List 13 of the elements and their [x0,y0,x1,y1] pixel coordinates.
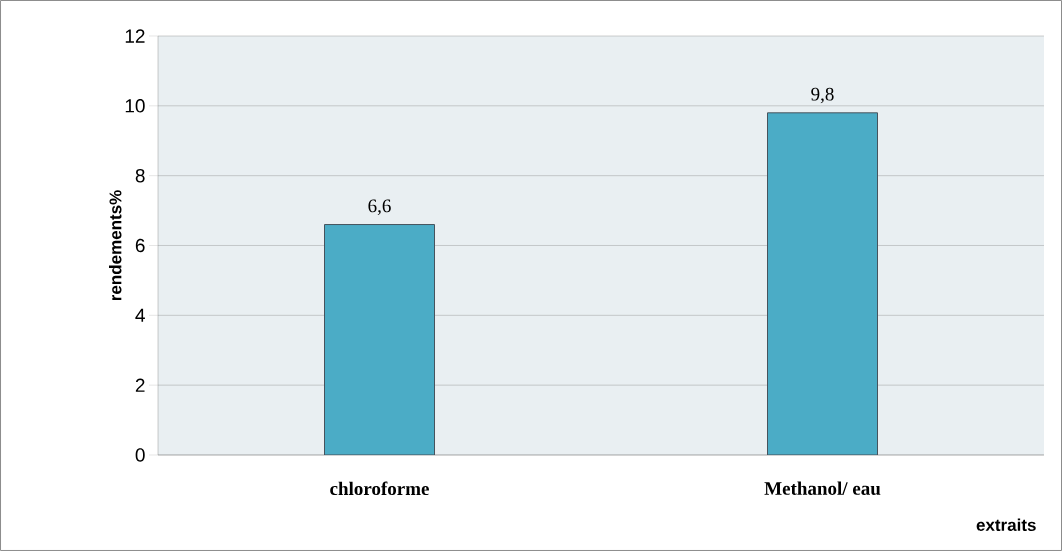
y-tick-label: 4 [135,308,145,322]
x-axis-title: extraits [976,518,1036,532]
y-tick-label: 0 [135,448,145,462]
y-tick-label: 10 [125,99,145,113]
x-tick-label: Methanol/ eau [764,481,881,495]
x-tick-label: chloroforme [330,481,429,496]
y-tick-label: 6 [135,238,145,253]
y-tick-label: 8 [135,168,145,183]
y-tick-label: 2 [135,378,145,392]
y-tick-label: 12 [125,29,145,43]
y-axis-title: rendements% [109,190,122,301]
data-label: 9,8 [811,87,834,104]
data-label: 6,6 [368,199,391,215]
